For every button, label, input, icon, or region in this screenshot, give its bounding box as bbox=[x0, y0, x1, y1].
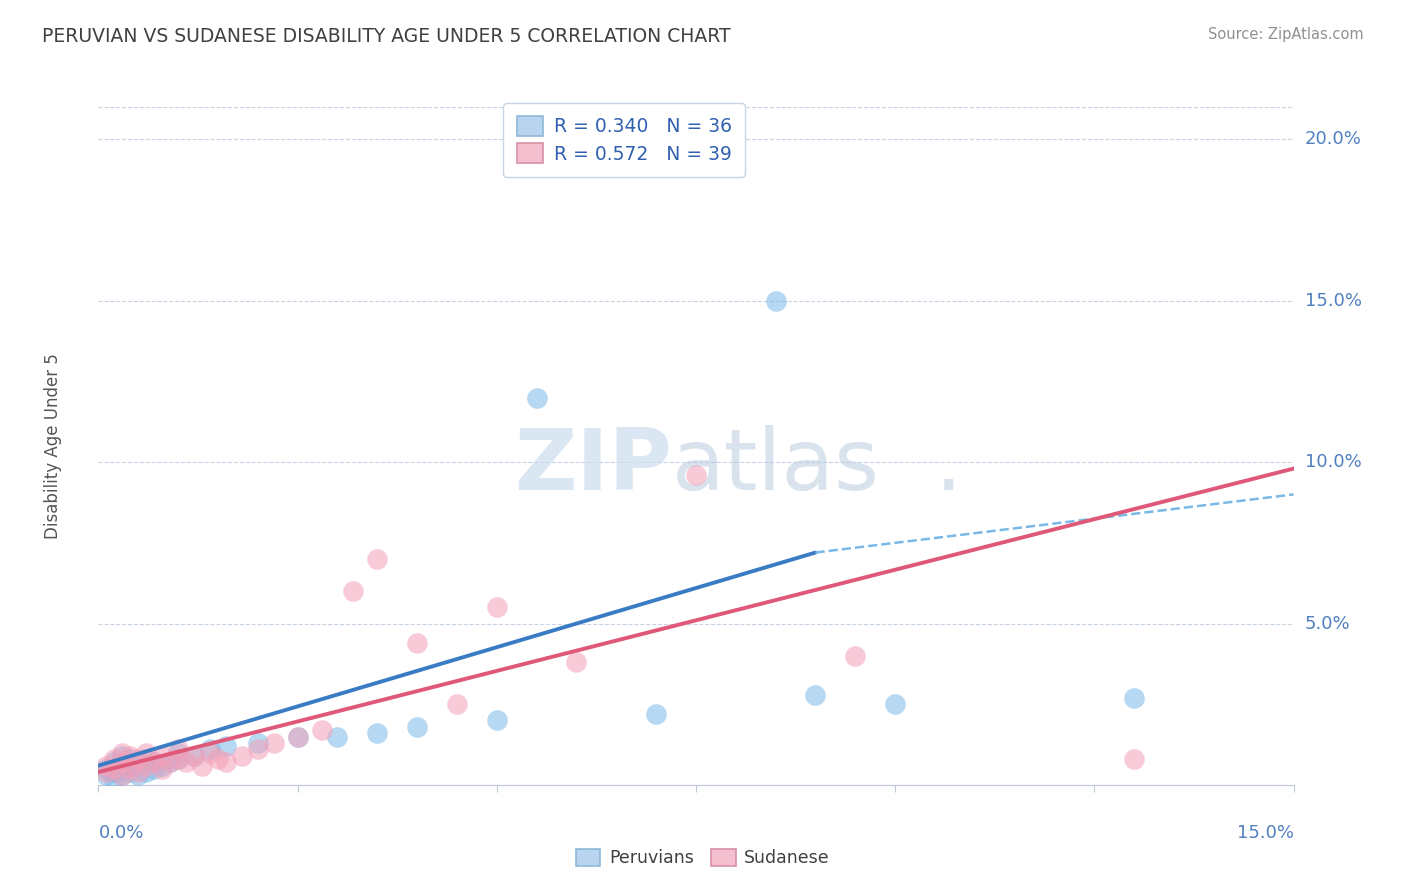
Point bbox=[103, 765, 125, 780]
Point bbox=[103, 752, 125, 766]
Point bbox=[111, 756, 134, 770]
Point bbox=[167, 742, 190, 756]
Point bbox=[127, 765, 149, 780]
Point bbox=[103, 756, 125, 770]
Point bbox=[127, 756, 149, 770]
Legend: Peruvians, Sudanese: Peruvians, Sudanese bbox=[569, 842, 837, 874]
Point bbox=[135, 746, 157, 760]
Point bbox=[167, 752, 190, 766]
Point bbox=[143, 762, 166, 776]
Point bbox=[103, 772, 125, 786]
Point bbox=[159, 756, 181, 770]
Point bbox=[150, 758, 173, 772]
Point bbox=[96, 768, 118, 782]
Point bbox=[406, 636, 429, 650]
Point bbox=[143, 756, 166, 770]
Text: atlas: atlas bbox=[672, 425, 880, 508]
Point bbox=[167, 746, 190, 760]
Point bbox=[366, 552, 388, 566]
Point bbox=[96, 762, 118, 776]
Point bbox=[685, 468, 707, 483]
Point bbox=[120, 752, 142, 766]
Point bbox=[111, 768, 134, 782]
Point bbox=[844, 648, 866, 663]
Point bbox=[135, 765, 157, 780]
Point bbox=[143, 756, 166, 770]
Text: 5.0%: 5.0% bbox=[1305, 615, 1350, 632]
Point bbox=[246, 736, 269, 750]
Point bbox=[135, 752, 157, 766]
Point bbox=[198, 746, 221, 760]
Point bbox=[645, 706, 668, 721]
Point bbox=[215, 739, 238, 754]
Point bbox=[215, 756, 238, 770]
Point bbox=[1123, 752, 1146, 766]
Point bbox=[804, 688, 827, 702]
Point bbox=[287, 730, 309, 744]
Point bbox=[198, 742, 221, 756]
Point bbox=[183, 748, 205, 763]
Text: .: . bbox=[935, 425, 962, 508]
Text: 15.0%: 15.0% bbox=[1236, 824, 1294, 842]
Point bbox=[120, 748, 142, 763]
Text: ZIP: ZIP bbox=[515, 425, 672, 508]
Text: 10.0%: 10.0% bbox=[1305, 453, 1361, 471]
Point bbox=[311, 723, 333, 737]
Point bbox=[207, 752, 229, 766]
Point bbox=[1123, 690, 1146, 705]
Point bbox=[366, 726, 388, 740]
Point bbox=[167, 752, 190, 766]
Point bbox=[183, 748, 205, 763]
Text: Source: ZipAtlas.com: Source: ZipAtlas.com bbox=[1208, 27, 1364, 42]
Point bbox=[111, 746, 134, 760]
Point bbox=[342, 584, 364, 599]
Point bbox=[485, 714, 508, 728]
Point bbox=[96, 758, 118, 772]
Point bbox=[246, 742, 269, 756]
Point bbox=[111, 748, 134, 763]
Point bbox=[96, 765, 118, 780]
Point bbox=[120, 762, 142, 776]
Point bbox=[884, 698, 907, 712]
Point bbox=[287, 730, 309, 744]
Point bbox=[111, 758, 134, 772]
Point bbox=[127, 752, 149, 766]
Text: 0.0%: 0.0% bbox=[98, 824, 143, 842]
Point bbox=[103, 762, 125, 776]
Point bbox=[159, 756, 181, 770]
Point bbox=[135, 758, 157, 772]
Point bbox=[565, 655, 588, 669]
Point bbox=[127, 768, 149, 782]
Point bbox=[191, 758, 214, 772]
Text: 20.0%: 20.0% bbox=[1305, 130, 1361, 148]
Text: Disability Age Under 5: Disability Age Under 5 bbox=[44, 353, 62, 539]
Point bbox=[120, 765, 142, 780]
Point bbox=[765, 293, 787, 308]
Point bbox=[120, 758, 142, 772]
Point bbox=[485, 600, 508, 615]
Point bbox=[263, 736, 285, 750]
Point bbox=[526, 391, 548, 405]
Point bbox=[231, 748, 253, 763]
Point bbox=[150, 762, 173, 776]
Point bbox=[406, 720, 429, 734]
Text: 15.0%: 15.0% bbox=[1305, 292, 1361, 310]
Point bbox=[111, 768, 134, 782]
Legend: R = 0.340   N = 36, R = 0.572   N = 39: R = 0.340 N = 36, R = 0.572 N = 39 bbox=[503, 103, 745, 177]
Point bbox=[150, 748, 173, 763]
Point bbox=[174, 756, 197, 770]
Point bbox=[326, 730, 349, 744]
Text: PERUVIAN VS SUDANESE DISABILITY AGE UNDER 5 CORRELATION CHART: PERUVIAN VS SUDANESE DISABILITY AGE UNDE… bbox=[42, 27, 731, 45]
Point bbox=[446, 698, 468, 712]
